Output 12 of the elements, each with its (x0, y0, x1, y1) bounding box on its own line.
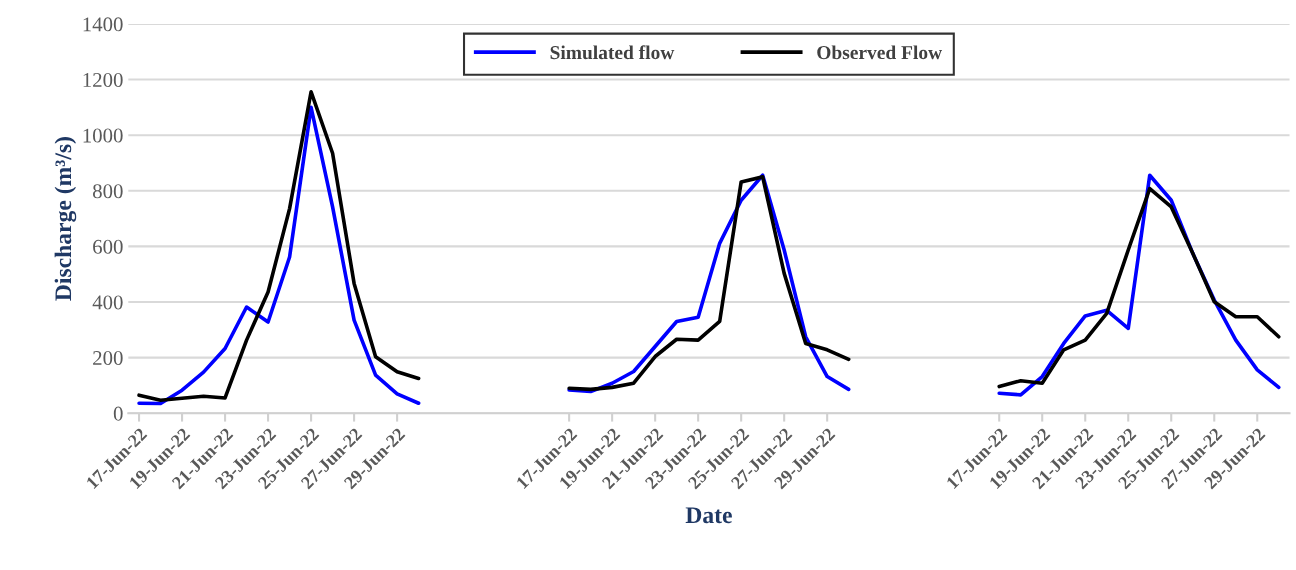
y-tick-label: 400 (92, 295, 123, 310)
y-tick-label: 800 (92, 184, 123, 199)
y-axis-title: Discharge (m³/s) (54, 137, 77, 301)
legend-label: Observed Flow (817, 45, 943, 60)
y-tick-label: 600 (93, 239, 123, 254)
y-tick-label: 1000 (83, 128, 123, 143)
y-tick-label: 0 (113, 406, 123, 421)
y-tick-label: 1400 (83, 17, 123, 32)
x-axis-title: Date (685, 507, 732, 524)
legend-label: Simulated flow (550, 45, 675, 60)
y-tick-label: 1200 (83, 72, 123, 87)
y-tick-label: 200 (93, 351, 123, 366)
